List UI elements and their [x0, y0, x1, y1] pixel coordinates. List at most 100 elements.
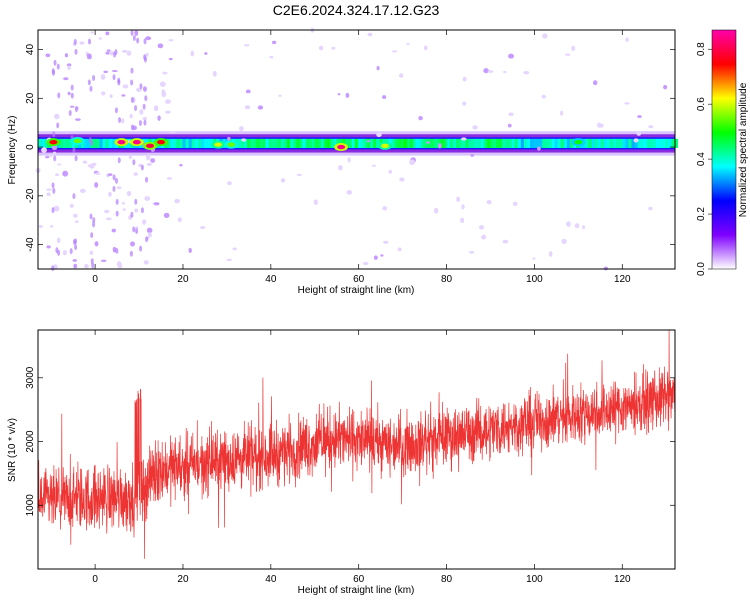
noise-streak [56, 122, 60, 129]
band-core-cell [566, 138, 571, 148]
band-core-cell [237, 138, 242, 148]
x-tick: 100 [526, 30, 543, 285]
x-tick: 40 [265, 30, 277, 285]
noise-spot [581, 225, 586, 230]
x-tick: 20 [177, 30, 189, 285]
noise-streak [74, 48, 78, 55]
band-core-cell [44, 138, 48, 148]
noise-spot [45, 155, 50, 159]
noise-spot [112, 246, 117, 253]
x-tick: 80 [441, 330, 453, 585]
band-core-cell [354, 138, 359, 148]
noise-spot [296, 173, 302, 176]
band-core-cell [357, 138, 362, 148]
noise-spot [165, 110, 171, 114]
band-core-cell [204, 138, 208, 148]
noise-streak [51, 207, 55, 214]
y-tick-label: 0 [25, 144, 36, 150]
noise-spot [560, 110, 564, 116]
band-core-cell [250, 138, 254, 148]
noise-spot [245, 89, 251, 94]
band-core-cell [533, 138, 537, 148]
colorbar: 0.0 0.2 0.4 0.6 0.8 Normalized spectral ampl… [696, 29, 749, 276]
band-core-cell [188, 138, 193, 148]
noise-spot [111, 228, 116, 233]
band-core-cell [554, 138, 559, 148]
noise-spot [470, 153, 475, 157]
noise-streak [138, 119, 142, 126]
noise-spot [89, 163, 95, 169]
noise-streak [132, 35, 136, 42]
noise-streak [135, 228, 139, 235]
noise-streak [130, 29, 134, 36]
noise-spot [460, 217, 465, 223]
band-core-cell [662, 138, 666, 148]
noise-spot [51, 145, 58, 151]
band-core-cell [477, 138, 482, 148]
band-core-cell [511, 138, 515, 148]
colorbar-tick: 0.6 [696, 97, 712, 111]
hotspot-core [574, 139, 583, 145]
noise-spot [89, 250, 94, 256]
noise-streak [136, 37, 140, 44]
x-tick-label: 120 [614, 274, 631, 285]
noise-spot [399, 177, 405, 182]
band-core-cell [539, 138, 543, 148]
band-core-cell [594, 138, 598, 148]
colorbar-tick-label: 0.2 [696, 207, 707, 221]
y-tick-label: 20 [25, 92, 36, 104]
noise-spot [168, 57, 173, 61]
noise-spot [153, 202, 160, 206]
noise-streak [72, 238, 76, 245]
hotspot-core [157, 139, 166, 145]
noise-spot [153, 105, 159, 112]
noise-spot [111, 69, 118, 72]
noise-spot [437, 143, 442, 149]
x-tick-label: 0 [92, 274, 98, 285]
noise-spot [244, 105, 251, 110]
band-core-cell [311, 138, 316, 148]
noise-spot [239, 126, 244, 132]
noise-spot [79, 188, 86, 194]
band-core-cell [277, 138, 282, 148]
y-tick-label: 2000 [25, 430, 36, 453]
noise-spot [133, 172, 138, 176]
band-core-cell [600, 138, 605, 148]
noise-spot [121, 201, 126, 205]
noise-streak [118, 116, 122, 123]
colorbar-tick: 0.8 [696, 42, 712, 56]
band-core-cell [247, 138, 251, 148]
noise-spot [481, 234, 487, 240]
noise-spot [94, 241, 99, 247]
band-core-cell [240, 138, 245, 148]
noise-spot [337, 165, 343, 171]
band-core-cell [656, 138, 660, 148]
noise-spot [100, 259, 107, 262]
noise-spot [45, 53, 51, 58]
noise-streak [92, 221, 96, 228]
band-core-cell [597, 138, 602, 148]
noise-streak [51, 182, 55, 189]
hotspot-core [337, 144, 346, 150]
x-tick: 120 [614, 330, 631, 585]
noise-streak [52, 131, 56, 138]
noise-streak [70, 84, 74, 91]
x-tick: 60 [353, 330, 365, 585]
noise-spot [157, 115, 161, 121]
colorbar-tick: 0.0 [696, 262, 712, 276]
x-tick-label: 40 [265, 274, 277, 285]
hotspot-core [49, 139, 58, 145]
noise-spot [122, 208, 126, 211]
band-core-cell [465, 138, 469, 148]
x-tick-label: 20 [177, 574, 189, 585]
x-tick: 80 [441, 30, 453, 285]
noise-spot [241, 138, 247, 142]
band-core-cell [557, 138, 562, 148]
noise-spot [98, 37, 103, 40]
band-core-cell [373, 138, 377, 148]
band-core-cell [191, 138, 196, 148]
band-core-cell [327, 138, 331, 148]
noise-spot [367, 32, 373, 37]
y-tick: 20 [25, 92, 675, 104]
band-core-cell [471, 138, 475, 148]
